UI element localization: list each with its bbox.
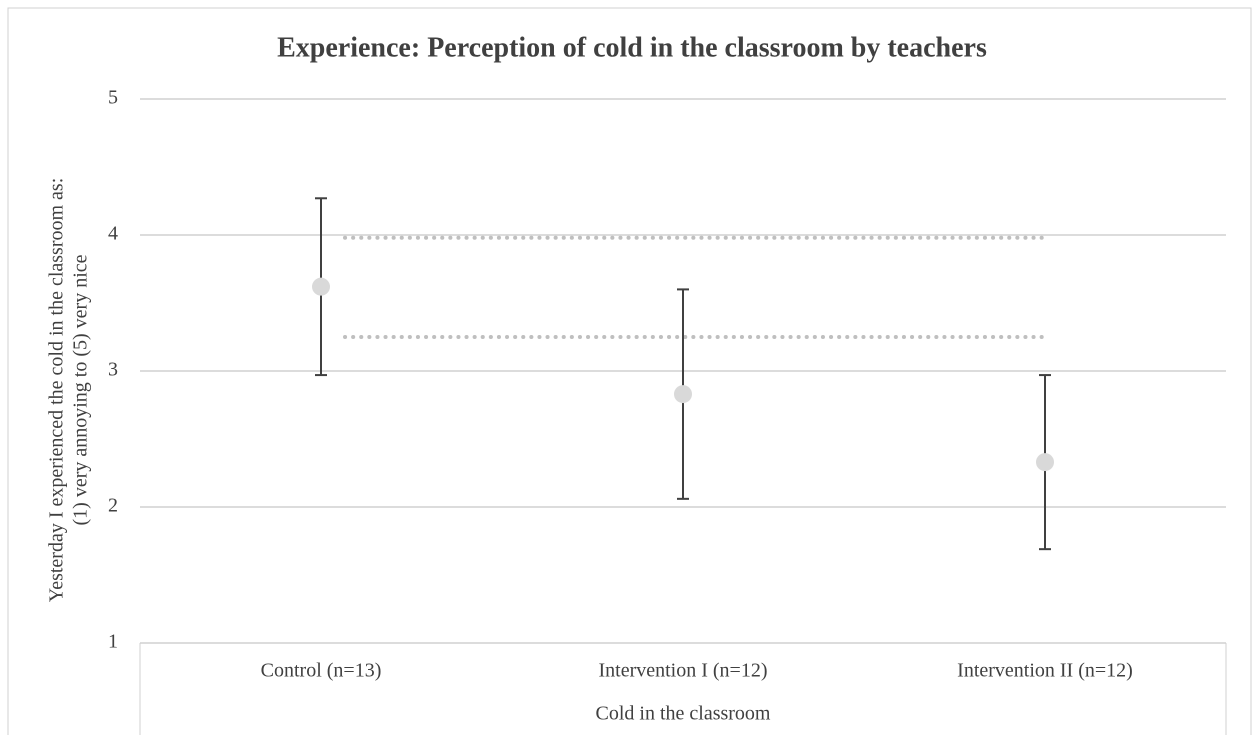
y-axis-label: Yesterday I experienced the cold in the … [46,178,92,603]
y-tick-label: 3 [108,359,118,381]
mean-dot [674,385,692,404]
y-axis-label-line: Yesterday I experienced the cold in the … [46,178,68,603]
x-tick-label: Intervention I (n=12) [598,660,767,682]
x-axis-label: Cold in the classroom [596,703,771,725]
y-tick-label: 4 [108,223,118,245]
x-tick-label: Intervention II (n=12) [957,660,1133,682]
y-tick-label: 5 [108,87,118,109]
y-tick-label: 2 [108,495,118,517]
mean-dot [1036,453,1054,472]
chart-frame [7,7,1252,735]
y-axis-label-line: (1) very annoying to (5) very nice [70,254,92,525]
y-tick-label: 1 [108,631,118,653]
x-tick-label: Control (n=13) [261,660,382,682]
mean-dot [312,277,330,296]
chart-title: Experience: Perception of cold in the cl… [277,32,987,63]
